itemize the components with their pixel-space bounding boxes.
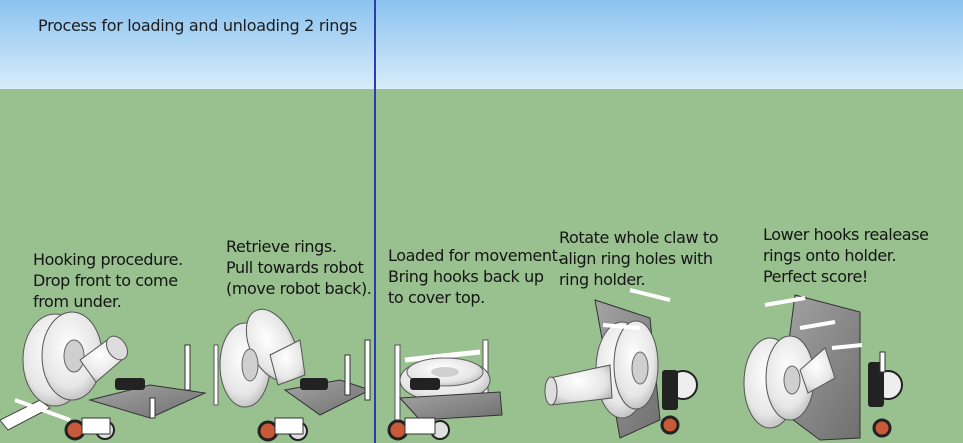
scene-1-hooking [0, 311, 207, 441]
sky-background [0, 0, 963, 89]
step-5-line-1: Lower hooks realease [763, 225, 929, 244]
step-5-line-3: Perfect score! [763, 267, 868, 286]
step-2-line-2: Pull towards robot [226, 258, 364, 277]
step-5-line-2: rings onto holder. [763, 246, 897, 265]
step-2-caption: Retrieve rings. Pull towards robot (move… [226, 236, 372, 299]
step-2-line-3: (move robot back). [226, 279, 372, 298]
step-4-line-3: ring holder. [559, 270, 646, 289]
step-4-line-1: Rotate whole claw to [559, 228, 719, 247]
step-1-line-1: Hooking procedure. [33, 250, 183, 269]
step-3-line-1: Loaded for movement. [388, 246, 563, 265]
scene-4-rotate [544, 288, 698, 439]
page-title: Process for loading and unloading 2 ring… [38, 16, 358, 35]
step-2-line-1: Retrieve rings. [226, 237, 337, 256]
vertical-axis-line [374, 0, 376, 443]
step-5-caption: Lower hooks realease rings onto holder. … [763, 224, 929, 287]
step-4-caption: Rotate whole claw to align ring holes wi… [559, 227, 719, 290]
step-1-caption: Hooking procedure. Drop front to come fr… [33, 249, 183, 312]
step-3-line-3: to cover top. [388, 288, 485, 307]
step-1-line-2: Drop front to come [33, 271, 178, 290]
step-3-line-2: Bring hooks back up [388, 267, 544, 286]
scene-3-loaded [387, 339, 503, 441]
step-3-caption: Loaded for movement. Bring hooks back up… [388, 245, 563, 308]
step-4-line-2: align ring holes with [559, 249, 713, 268]
scene-2-retrieve [213, 308, 372, 442]
step-1-line-3: from under. [33, 292, 122, 311]
scene-5-lower [743, 294, 903, 441]
